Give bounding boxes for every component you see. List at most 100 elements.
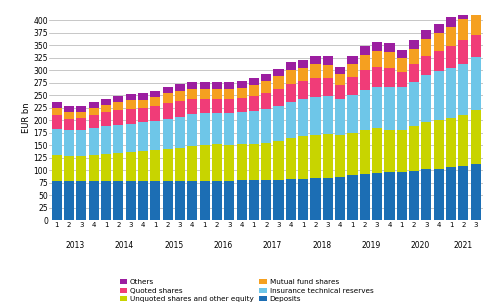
Bar: [360, 55, 370, 70]
Text: 2020: 2020: [411, 241, 430, 250]
Bar: [286, 102, 296, 138]
Bar: [298, 99, 308, 136]
Bar: [422, 169, 431, 220]
Bar: [150, 121, 160, 150]
Bar: [89, 155, 99, 181]
Bar: [113, 125, 123, 153]
Bar: [64, 156, 74, 181]
Bar: [471, 57, 481, 110]
Text: 2015: 2015: [164, 241, 183, 250]
Bar: [286, 179, 296, 220]
Bar: [372, 42, 382, 51]
Bar: [397, 87, 407, 130]
Bar: [76, 156, 86, 181]
Bar: [409, 82, 419, 126]
Bar: [397, 72, 407, 87]
Bar: [224, 89, 234, 99]
Bar: [434, 120, 444, 169]
Bar: [434, 71, 444, 120]
Bar: [471, 14, 481, 35]
Bar: [163, 87, 173, 93]
Bar: [101, 99, 111, 105]
Bar: [323, 178, 333, 220]
Bar: [422, 39, 431, 56]
Bar: [311, 56, 320, 64]
Bar: [335, 99, 345, 135]
Bar: [286, 84, 296, 102]
Bar: [113, 153, 123, 181]
Bar: [126, 109, 136, 124]
Bar: [348, 64, 357, 77]
Bar: [446, 68, 456, 118]
Bar: [311, 78, 320, 97]
Bar: [335, 85, 345, 99]
Bar: [52, 102, 62, 108]
Bar: [274, 76, 283, 89]
Text: 2013: 2013: [66, 241, 85, 250]
Bar: [471, 35, 481, 57]
Bar: [286, 138, 296, 179]
Bar: [249, 96, 259, 111]
Bar: [212, 82, 222, 89]
Bar: [471, 3, 481, 14]
Bar: [458, 40, 468, 64]
Bar: [52, 115, 62, 129]
Bar: [323, 56, 333, 65]
Bar: [150, 181, 160, 220]
Bar: [224, 181, 234, 220]
Bar: [64, 106, 74, 112]
Bar: [138, 181, 148, 220]
Bar: [187, 82, 197, 89]
Bar: [311, 64, 320, 78]
Bar: [446, 27, 456, 46]
Bar: [397, 172, 407, 220]
Bar: [434, 33, 444, 51]
Bar: [52, 155, 62, 181]
Bar: [360, 174, 370, 220]
Bar: [323, 65, 333, 78]
Bar: [458, 8, 468, 19]
Bar: [249, 111, 259, 144]
Bar: [261, 93, 271, 109]
Bar: [200, 145, 210, 181]
Bar: [163, 119, 173, 149]
Bar: [372, 67, 382, 87]
Bar: [237, 144, 246, 180]
Bar: [348, 95, 357, 133]
Bar: [89, 115, 99, 128]
Bar: [224, 145, 234, 181]
Bar: [52, 129, 62, 155]
Bar: [422, 30, 431, 39]
Bar: [335, 135, 345, 177]
Bar: [200, 113, 210, 145]
Bar: [298, 179, 308, 220]
Text: 2018: 2018: [312, 241, 331, 250]
Bar: [286, 70, 296, 84]
Text: 2019: 2019: [361, 241, 381, 250]
Bar: [360, 46, 370, 55]
Bar: [323, 78, 333, 96]
Bar: [126, 124, 136, 152]
Bar: [348, 77, 357, 95]
Bar: [76, 130, 86, 156]
Bar: [335, 67, 345, 74]
Bar: [385, 52, 394, 68]
Bar: [274, 141, 283, 180]
Text: 2014: 2014: [115, 241, 134, 250]
Bar: [138, 151, 148, 181]
Bar: [409, 40, 419, 49]
Bar: [409, 126, 419, 171]
Bar: [76, 118, 86, 130]
Bar: [212, 113, 222, 144]
Bar: [224, 82, 234, 89]
Bar: [175, 101, 185, 117]
Bar: [311, 135, 320, 178]
Bar: [76, 106, 86, 112]
Bar: [113, 96, 123, 102]
Bar: [76, 112, 86, 118]
Bar: [471, 164, 481, 220]
Bar: [422, 122, 431, 169]
Bar: [138, 93, 148, 100]
Text: 2021: 2021: [454, 241, 473, 250]
Bar: [409, 64, 419, 82]
